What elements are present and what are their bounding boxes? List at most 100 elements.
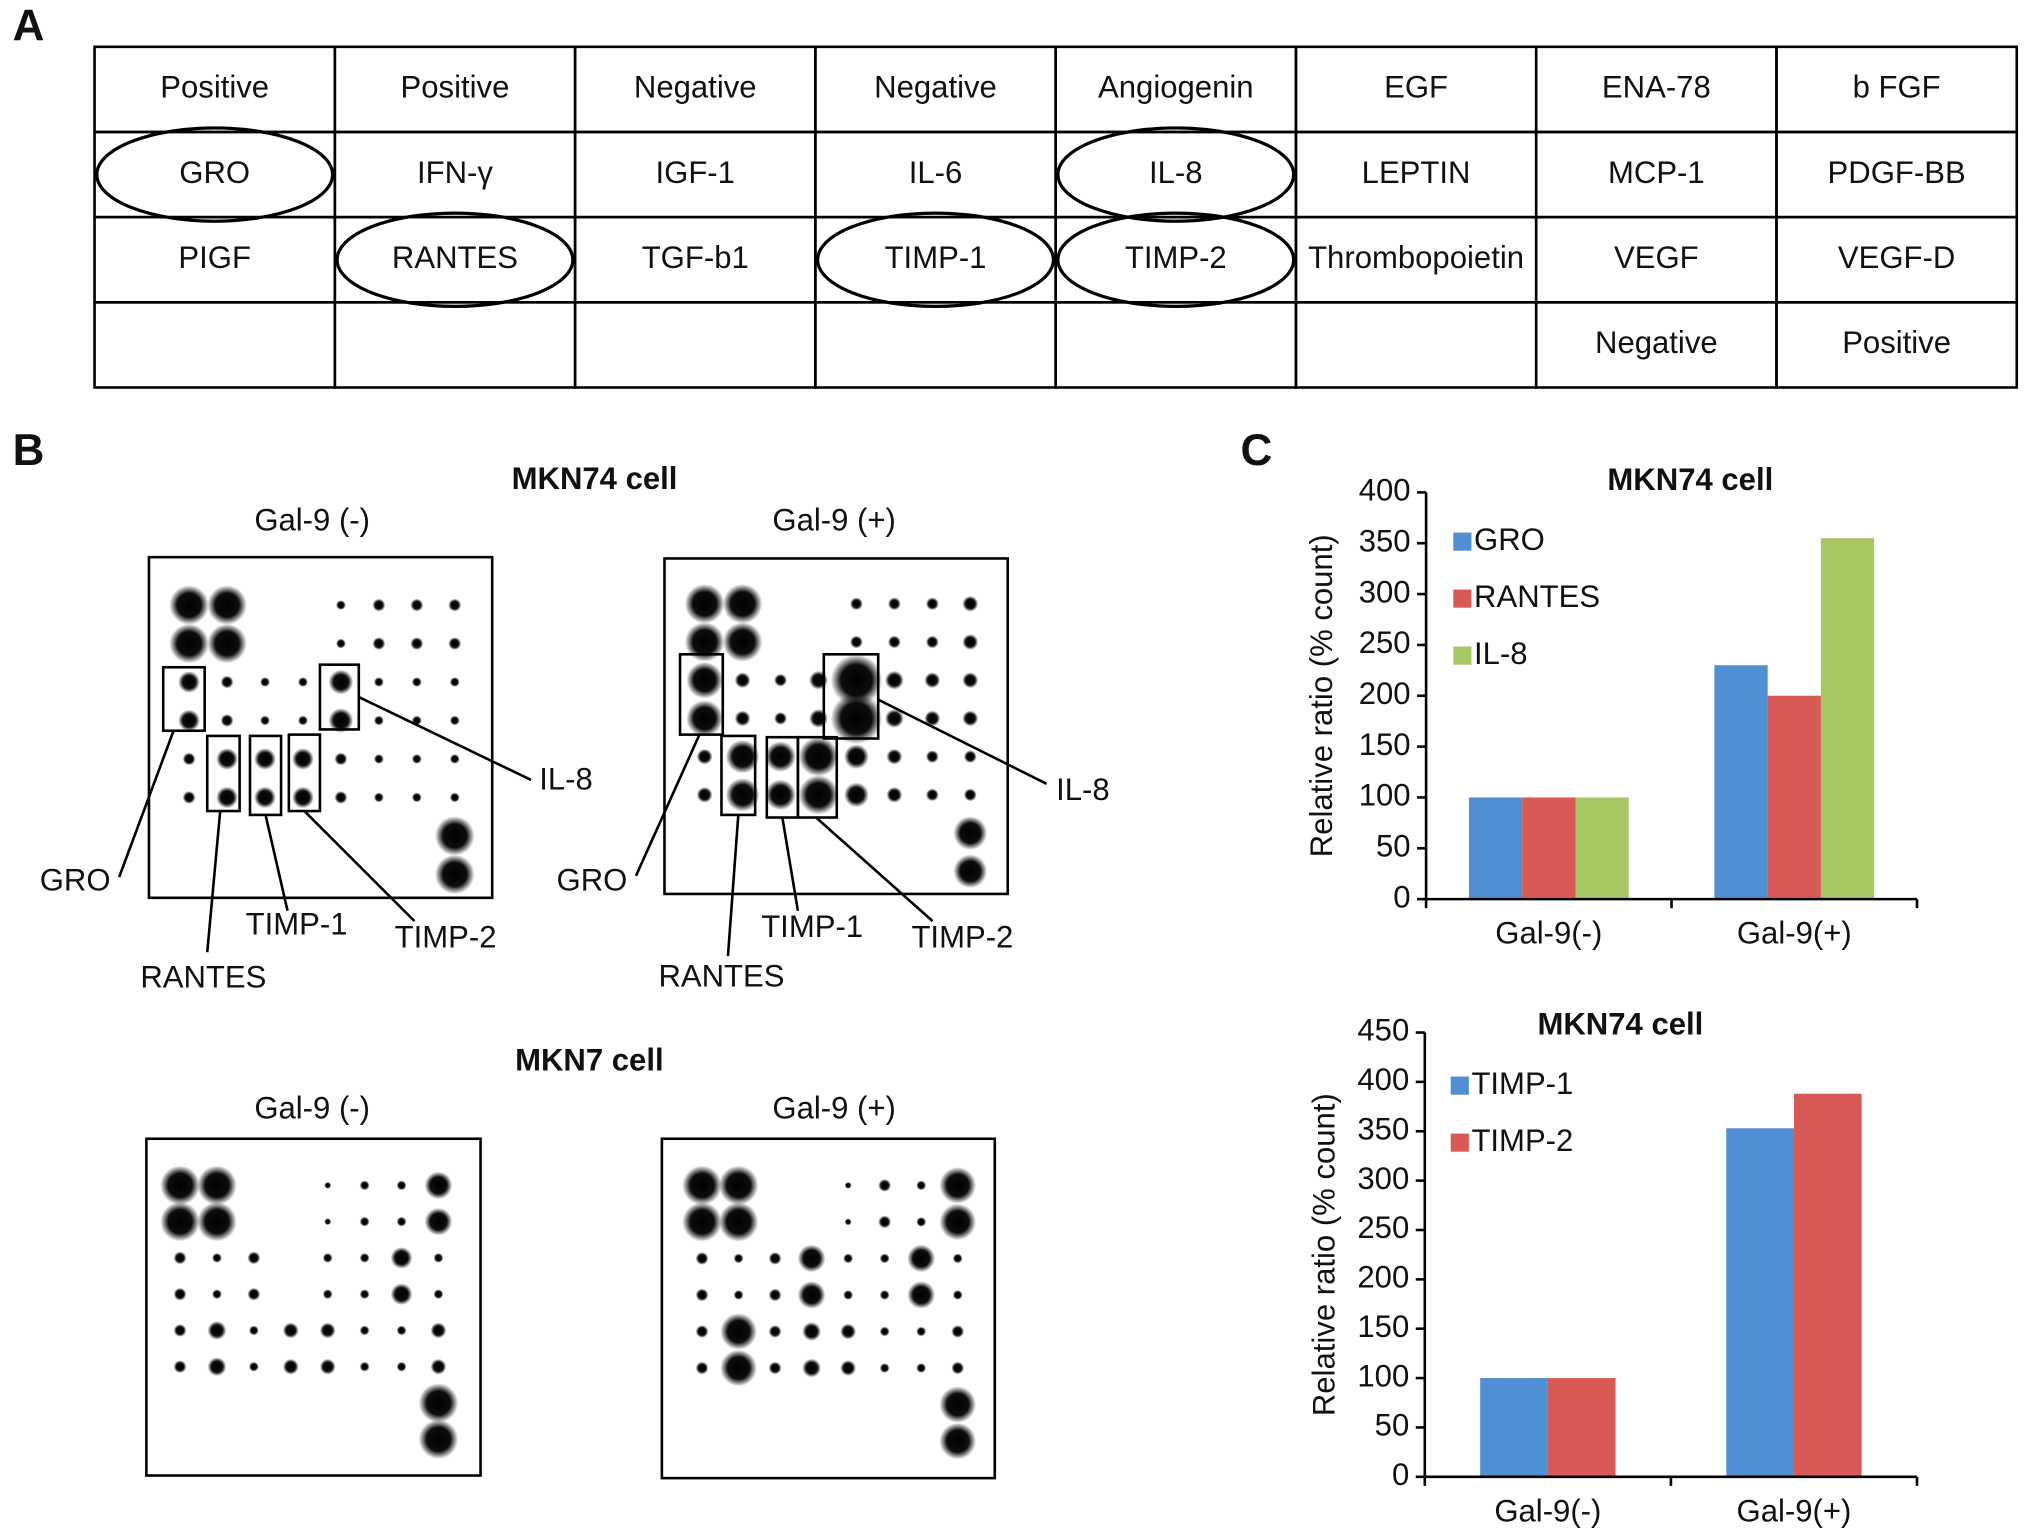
callout-line [205, 810, 222, 953]
callout-label: GRO [40, 862, 111, 897]
y-tick-label: 100 [1359, 778, 1411, 813]
blot-spot [373, 754, 384, 764]
legend-label: TIMP-1 [1471, 1066, 1573, 1101]
x-tick-label: Gal-9(+) [1737, 1493, 1852, 1528]
blot-spot [182, 791, 196, 804]
blot-spot [449, 677, 460, 687]
condition-label: Gal-9 (-) [254, 502, 370, 537]
cell-text: Negative [634, 70, 757, 105]
blot-spot [734, 710, 751, 727]
x-tick-label: Gal-9(-) [1494, 1493, 1601, 1528]
blot-spot [247, 1251, 261, 1265]
blot-spot [962, 672, 979, 689]
cell-text: Negative [1595, 325, 1718, 360]
blot-spot [372, 598, 386, 612]
blot-spot [410, 598, 424, 612]
legend-label: TIMP-2 [1471, 1123, 1573, 1158]
panel-label: A [13, 1, 45, 50]
blot-spot [797, 1281, 826, 1309]
blot-spot [298, 677, 308, 687]
y-tick-label: 350 [1357, 1111, 1409, 1146]
blot-spot [324, 1181, 332, 1189]
blot-spot [768, 1288, 782, 1302]
blot-spot [879, 1326, 890, 1337]
blot-spot [335, 638, 346, 649]
cell-text: Angiogenin [1098, 70, 1254, 105]
blot-spot [798, 775, 839, 815]
blot-spot [319, 1358, 336, 1375]
callout-line [634, 734, 701, 877]
blot-spot [962, 710, 979, 727]
blot-spot [768, 1252, 782, 1265]
blot-spot [916, 1326, 927, 1337]
blot-spot [197, 1165, 237, 1206]
blot-spot [207, 585, 247, 625]
blot-spot [448, 637, 462, 650]
blot-spot [449, 715, 460, 726]
blot-spot [173, 1360, 187, 1374]
blot-spot [424, 1207, 453, 1236]
blot-spot [260, 715, 270, 726]
blot-spot [830, 654, 883, 706]
table-cell [333, 301, 577, 389]
blot-spot [322, 1252, 333, 1263]
blot-spot [433, 1289, 444, 1300]
callout-line [264, 814, 289, 912]
blot-spot [359, 1252, 370, 1263]
blot-spot [695, 1325, 709, 1338]
blot-spot [733, 1290, 744, 1300]
array-map-table: Positive Positive Negative Negative Angiogen… [93, 45, 2019, 389]
blot-spot [434, 816, 475, 856]
blot-spot [925, 635, 939, 649]
callout-box [822, 653, 880, 740]
blot-spot [430, 1358, 447, 1375]
cell-text: VEGF-D [1838, 240, 1955, 275]
blot-spot [768, 1325, 782, 1338]
y-tick-label: 50 [1375, 1408, 1410, 1443]
blot-spot [448, 598, 462, 612]
y-tick-label: 200 [1357, 1260, 1409, 1295]
callout-label: IL-8 [539, 761, 593, 796]
blot-spot [684, 583, 725, 624]
blot-spot [298, 715, 308, 726]
x-tick-label: Gal-9(-) [1495, 916, 1602, 951]
blot-spot [359, 1361, 370, 1372]
blot-spot [844, 744, 869, 770]
cell-text: IFN-γ [417, 155, 493, 190]
condition-label: Gal-9 (+) [772, 502, 895, 537]
blot-spot [885, 709, 904, 728]
blot-spot [696, 786, 713, 803]
blot-spot [951, 1361, 965, 1375]
bar [1767, 695, 1821, 900]
y-axis-label: Relative ratio (% count) [1307, 1093, 1342, 1416]
callout-box [678, 653, 725, 736]
blot-spot [962, 634, 979, 650]
blot-spot [373, 677, 384, 687]
legend-label: RANTES [1474, 579, 1600, 614]
blot-spot [160, 1201, 200, 1242]
cell-text: VEGF [1614, 240, 1699, 275]
blot-spot [212, 1252, 222, 1263]
cell-text: TIMP-2 [1125, 240, 1227, 275]
condition-label: Gal-9 (+) [772, 1090, 895, 1125]
blot-spot [695, 1361, 709, 1375]
bar [1820, 538, 1875, 900]
cell-text: LEPTIN [1362, 155, 1471, 190]
legend-swatch [1453, 532, 1472, 551]
y-tick-label: 350 [1359, 523, 1411, 558]
blot-spot [207, 1357, 227, 1377]
blot-spot [173, 1287, 187, 1301]
blot-spot [319, 1322, 336, 1339]
cell-text: TIMP-1 [885, 240, 987, 275]
blot-spot [359, 1325, 370, 1336]
highlight-ellipse [335, 211, 575, 308]
blot-spot [169, 585, 209, 625]
blot-spot [282, 1322, 299, 1339]
blot-spot [373, 792, 384, 803]
blot-spot [396, 1325, 407, 1336]
blot-spot [359, 1289, 370, 1300]
callout-label: RANTES [140, 960, 266, 995]
blot-spot [879, 1253, 890, 1264]
blot-spot [292, 786, 314, 809]
blot-spot [328, 708, 354, 733]
